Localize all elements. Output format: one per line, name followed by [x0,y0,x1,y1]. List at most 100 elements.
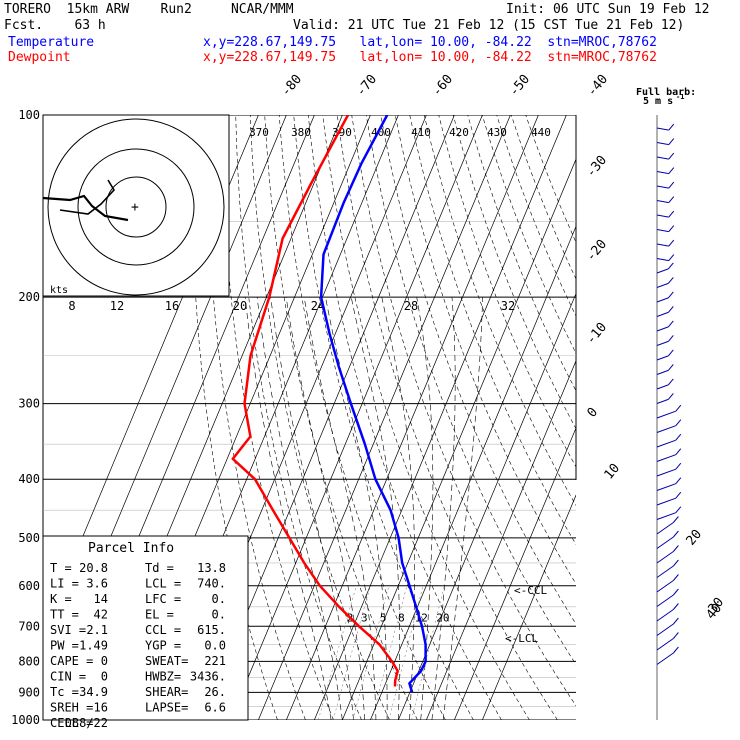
wind-barb-flag [667,349,674,357]
full-barb-unit: 5 m s [643,96,673,107]
moist-adiabat [303,297,377,720]
mixing-ratio-label: 3 [361,611,368,624]
wind-barb-flag [675,506,682,514]
wind-barb [656,623,674,636]
parcel-info-label: PW = [50,639,79,653]
dewpoint-location: x,y=228.67,149.75 lat,lon= 10.00, -84.22… [203,50,657,65]
parcel-info-value: 26. [204,685,226,699]
isotherm-label: -80 [279,72,306,100]
pressure-label: 600 [18,579,40,593]
speed-label: 20 [233,299,247,313]
wind-barb [656,340,669,346]
dry-adiabat [293,115,474,720]
mixing-ratio-line [318,585,357,720]
wind-barb [656,410,676,419]
temperature-profile [319,115,427,693]
wind-barb-flag [673,588,679,596]
wind-barb [656,425,676,433]
wind-barb [656,536,674,549]
parcel-info-value: 0. [212,592,226,606]
parcel-info-label: YGP = [145,639,181,653]
dry-adiabat [409,115,576,546]
parcel-info-label: CAPE = [50,654,93,668]
isotherm-label: 0 [585,405,602,421]
wind-barb-flag [675,404,682,412]
wind-barb-flag [667,320,674,328]
moist-adiabat [285,297,365,720]
wind-barb-flag [673,574,679,581]
parcel-info-value: 0 [101,670,108,684]
wind-barb [656,468,676,477]
parcel-info-label: LCL = [145,577,181,591]
wind-barb [656,243,669,247]
isotherm-line [454,427,576,720]
parcel-info-title: Parcel Info [88,541,174,556]
parcel-info-value: 3436. [190,670,226,684]
isotherm-label: -70 [354,72,381,100]
pressure-label: 100 [18,108,40,122]
parcel-info-label: EL = [145,608,174,622]
dry-adiabat [365,115,576,666]
hodograph-center: + [131,200,139,215]
isotherm-label: -30 [584,153,611,181]
isotherm-label: -20 [584,237,611,265]
wind-barb-flag [668,254,675,261]
isotherm-label: -10 [584,320,611,348]
wind-barb-flag [675,433,682,441]
temperature-legend: Temperature [8,35,95,50]
theta-label: 410 [411,126,431,139]
parcel-info-label: SREH = [50,701,93,715]
wind-barb [656,282,669,288]
isotherm-line [314,115,567,720]
parcel-info-value: 740. [197,577,226,591]
wind-barb [656,185,669,189]
wind-barb [656,483,676,491]
wind-barb [656,268,669,274]
wind-barb [656,638,674,651]
dewpoint-legend: Dewpoint [8,50,71,65]
wind-barb [656,384,669,390]
wind-barb-flag [668,196,675,203]
wind-barb [656,454,676,462]
dry-adiabat [467,115,576,392]
wind-barb [656,609,674,622]
wind-barb [656,551,674,564]
hodograph-trace [42,194,129,222]
isotherm-label: 20 [684,527,706,549]
dry-adiabat [220,115,334,720]
forecast-hour: Fcst. 63 h [4,18,106,33]
wind-barb-flag [673,530,679,538]
pressure-label: 200 [18,290,40,304]
parcel-info-value: 34.9 [79,685,108,699]
init-time: Init: 06 UTC Sun 19 Feb 12 [506,2,710,17]
speed-label: 8 [68,299,75,313]
wind-barb [656,142,669,146]
mixing-ratio-line [371,585,408,720]
isotherm-label: -50 [507,72,534,100]
mixing-ratio-line [388,585,424,720]
isotherm-line [258,115,511,720]
wind-barb [656,594,674,607]
dry-adiabat [496,115,576,317]
wind-barb-flag [673,559,679,567]
mixing-ratio-label: 5 [380,611,387,624]
wind-barb [656,652,674,665]
wind-barb-flag [667,262,674,270]
wind-barb-flag [675,477,682,485]
wind-barb-flag [667,393,674,400]
hodograph-ring [105,176,167,238]
moist-adiabat [256,297,343,720]
parcel-info-value: 615. [197,623,226,637]
theta-label: 430 [487,126,507,139]
isotherm-line [482,494,576,720]
wind-barb [656,200,669,204]
hodograph-unit: kts [50,285,68,296]
wind-barb [656,512,676,520]
parcel-info-value: 2.1 [86,623,108,637]
mixing-ratio-label: 20 [436,611,449,624]
dry-adiabat [394,115,576,585]
wind-barb-flag [668,225,675,232]
wind-barb-flag [667,378,674,386]
wind-barb-flag [667,335,674,342]
